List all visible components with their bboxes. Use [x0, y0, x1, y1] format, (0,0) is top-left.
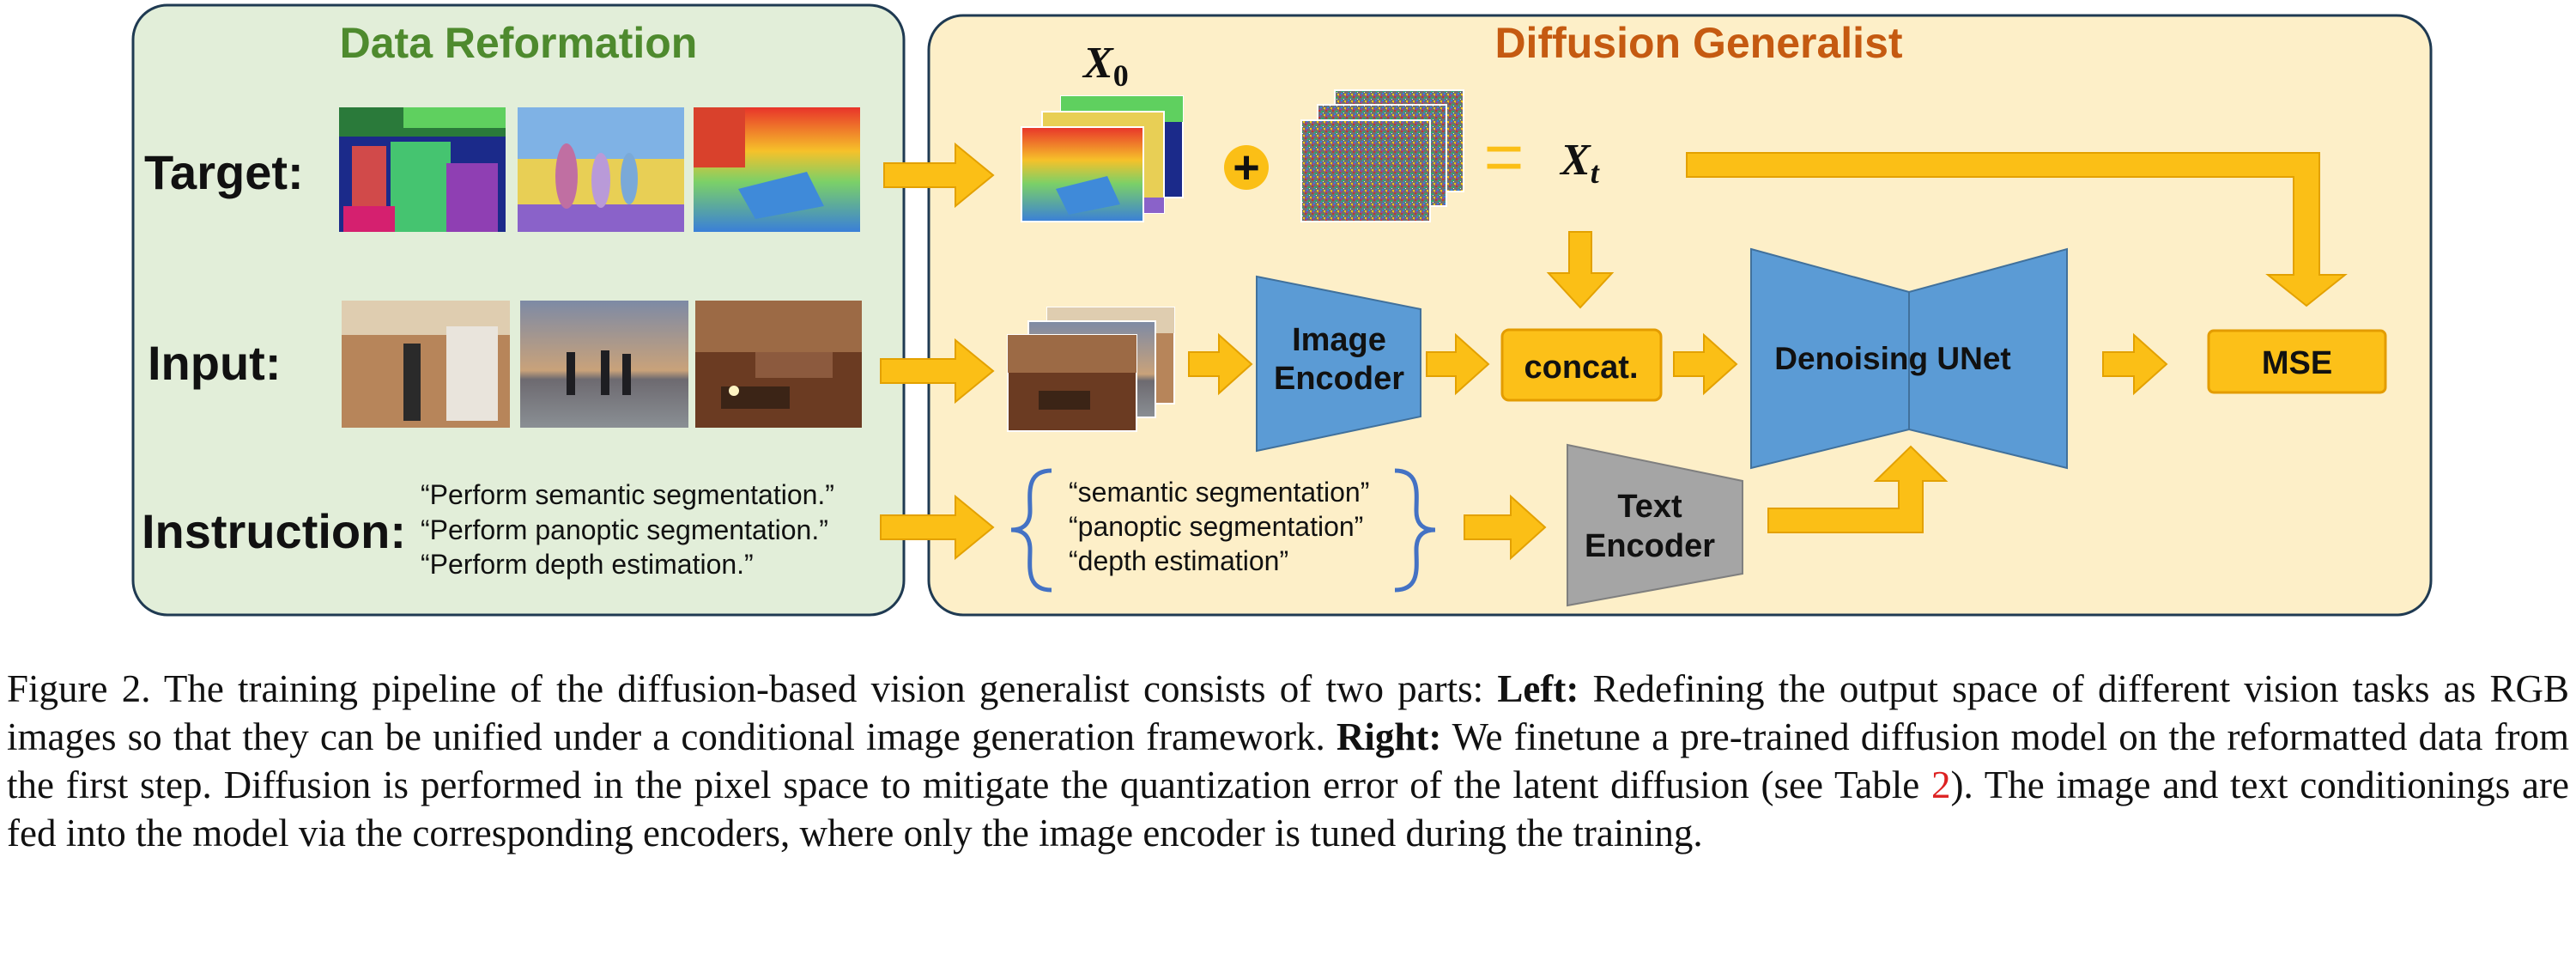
- xt-subscript: t: [1591, 155, 1600, 190]
- instruction-text-3: “Perform depth estimation.”: [421, 549, 754, 580]
- target-arrow: [883, 142, 995, 209]
- plus-symbol: +: [1233, 142, 1260, 193]
- mse-block[interactable]: [2207, 329, 2387, 394]
- stack-to-image-encoder-arrow: [1188, 332, 1253, 396]
- unet-to-mse-arrow: [2102, 332, 2168, 396]
- concat-to-unet-arrow: [1673, 332, 1738, 396]
- caption-right-text-b: ). The image and text conditionings are …: [7, 763, 2569, 855]
- xt-to-mse-arrow: [1686, 152, 2348, 307]
- text-encoder-to-unet-arrow: [1767, 445, 1949, 533]
- input-image-living-room: [695, 301, 862, 428]
- image-encoder-label-line1: Image: [1292, 322, 1386, 358]
- instruction-text-2: “Perform panoptic segmentation.”: [421, 514, 828, 545]
- input-arrow: [880, 338, 995, 405]
- x0-image-stack: [1021, 95, 1184, 222]
- plus-circle: [1224, 145, 1269, 190]
- image-encoder-block[interactable]: [1256, 275, 1421, 453]
- x0-label: X0: [1082, 39, 1129, 93]
- figure-caption: Figure 2. The training pipeline of the d…: [7, 665, 2569, 857]
- input-label: Input:: [148, 336, 281, 390]
- concat-block[interactable]: [1500, 328, 1663, 402]
- right-brace: [1394, 468, 1436, 593]
- concat-label: concat.: [1524, 350, 1638, 386]
- caption-left-text: Redefining the output space of different…: [7, 667, 2569, 758]
- text-encoder-label-line1: Text: [1617, 489, 1682, 525]
- task-prompt-2: “panoptic segmentation”: [1069, 511, 1363, 542]
- input-image-office: [342, 301, 510, 428]
- target-image-semantic: [339, 107, 506, 232]
- caption-right-bold: Right:: [1336, 715, 1442, 758]
- right-panel-title: Diffusion Generalist: [1494, 19, 1902, 67]
- instruction-label: Instruction:: [142, 504, 406, 558]
- instruction-arrow: [880, 494, 995, 561]
- xt-label: Xt: [1559, 136, 1600, 190]
- target-image-panoptic: [518, 107, 684, 232]
- image-encoder-label-line2: Encoder: [1274, 361, 1404, 397]
- training-pipeline-diagram: Data Reformation Diffusion Generalist Ta…: [131, 3, 2433, 617]
- target-image-depth: [694, 107, 860, 232]
- caption-right-text-a: We finetune a pre-trained diffusion mode…: [7, 715, 2569, 806]
- left-panel-title: Data Reformation: [340, 19, 698, 67]
- table-reference-link[interactable]: 2: [1931, 763, 1951, 806]
- instruction-text-1: “Perform semantic segmentation.”: [421, 479, 834, 510]
- task-prompt-3: “depth estimation”: [1069, 545, 1288, 576]
- caption-left-bold: Left:: [1497, 667, 1579, 710]
- mse-label: MSE: [2262, 345, 2332, 381]
- text-encoder-label-line2: Encoder: [1585, 528, 1715, 564]
- input-image-beach: [520, 301, 688, 428]
- x0-main: X: [1082, 39, 1114, 88]
- text-encoder-block[interactable]: [1567, 443, 1743, 607]
- xt-to-concat-arrow: [1546, 231, 1615, 309]
- left-brace: [1010, 468, 1052, 593]
- unet-label: Denoising UNet: [1774, 341, 2010, 376]
- task-prompt-1: “semantic segmentation”: [1069, 477, 1369, 508]
- caption-lead: Figure 2. The training pipeline of the d…: [7, 667, 1498, 710]
- equals-symbol: =: [1484, 119, 1524, 195]
- noise-image-stack: [1300, 89, 1464, 222]
- input-image-stack: [1007, 307, 1175, 432]
- image-encoder-to-concat-arrow: [1426, 332, 1490, 396]
- prompts-to-text-encoder-arrow: [1464, 494, 1547, 561]
- target-label: Target:: [144, 145, 304, 199]
- xt-main: X: [1559, 136, 1591, 185]
- x0-subscript: 0: [1113, 58, 1129, 93]
